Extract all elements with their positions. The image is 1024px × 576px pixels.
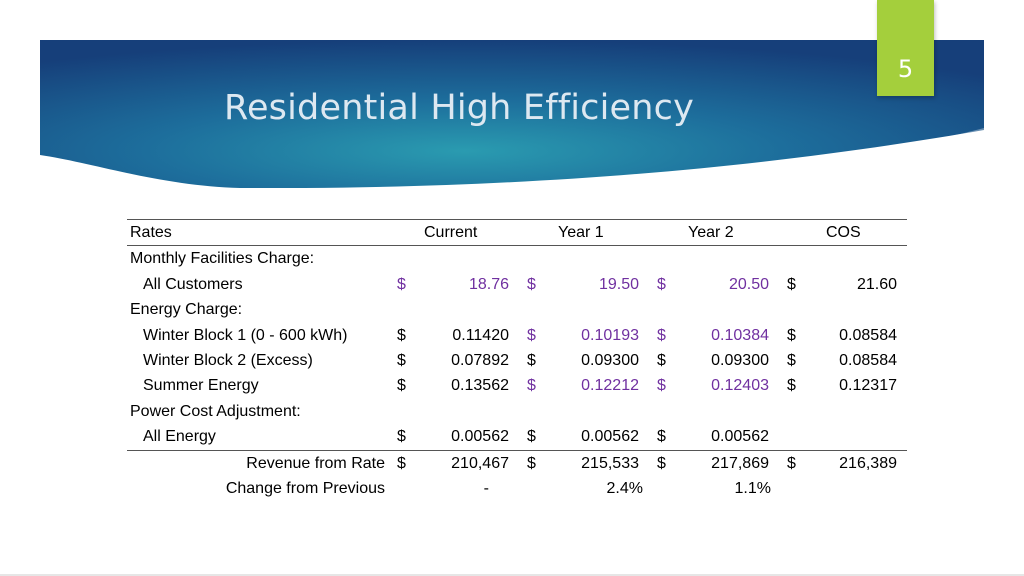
- year2-value: 217,869: [711, 454, 769, 472]
- year2-dollar: $: [657, 454, 666, 472]
- header-year-1: Year 1: [558, 224, 604, 241]
- row-label: Winter Block 1 (0 - 600 kWh): [143, 326, 348, 344]
- row-label: Summer Energy: [143, 377, 259, 395]
- table-row: Summer Energy $ 0.13562 $ 0.12212 $ 0.12…: [127, 373, 907, 398]
- current-change: -: [483, 479, 489, 497]
- current-dollar: $: [397, 454, 406, 472]
- year1-change: 2.4%: [606, 479, 643, 497]
- rates-table: Rates Current Year 1 Year 2 COS Monthly …: [127, 219, 907, 501]
- year1-value: 215,533: [581, 454, 639, 472]
- year2-change: 1.1%: [734, 479, 771, 497]
- table-row: All Energy $ 0.00562 $ 0.00562 $ 0.00562: [127, 424, 907, 451]
- change-row: Change from Previous - 2.4% 1.1%: [127, 476, 907, 501]
- cos-dollar: $: [787, 351, 796, 369]
- year1-dollar: $: [527, 454, 536, 472]
- current-value: 0.07892: [451, 351, 509, 369]
- year1-value: 0.10193: [581, 326, 639, 344]
- current-value: 18.76: [468, 275, 509, 293]
- year2-dollar: $: [657, 428, 666, 446]
- year2-dollar: $: [657, 377, 666, 395]
- year2-value: 0.10384: [711, 326, 769, 344]
- year2-dollar: $: [657, 275, 666, 293]
- cos-dollar: $: [787, 275, 796, 293]
- current-dollar: $: [397, 351, 406, 369]
- section-power-cost-adjustment: Power Cost Adjustment:: [127, 399, 907, 424]
- row-label: Monthly Facilities Charge:: [130, 250, 315, 268]
- banner-background: [40, 40, 984, 188]
- year1-dollar: $: [527, 326, 536, 344]
- slide-number-badge: 5: [877, 0, 934, 96]
- header-current: Current: [424, 224, 478, 241]
- row-label: Winter Block 2 (Excess): [143, 351, 313, 369]
- year2-value: 0.12403: [711, 377, 769, 395]
- current-value: 0.00562: [451, 428, 509, 446]
- revenue-label: Revenue from Rate: [246, 454, 385, 472]
- year1-value: 0.09300: [581, 351, 639, 369]
- year2-dollar: $: [657, 326, 666, 344]
- slide-title: Residential High Efficiency: [224, 88, 695, 128]
- row-label: Power Cost Adjustment:: [130, 402, 301, 420]
- current-value: 0.11420: [452, 326, 509, 344]
- table-row: Winter Block 2 (Excess) $ 0.07892 $ 0.09…: [127, 348, 907, 373]
- year2-value: 0.00562: [711, 428, 769, 446]
- cos-value: 0.08584: [839, 351, 897, 369]
- header-year-2: Year 2: [688, 224, 734, 241]
- title-banner: [40, 40, 984, 188]
- footer-divider: [0, 574, 1024, 576]
- header-cos: COS: [826, 224, 861, 241]
- year1-value: 0.12212: [581, 377, 639, 395]
- table-header-row: Rates Current Year 1 Year 2 COS: [127, 219, 907, 247]
- year2-value: 20.50: [728, 275, 769, 293]
- current-value: 0.13562: [451, 377, 509, 395]
- cos-dollar: $: [787, 454, 796, 472]
- row-label: Energy Charge:: [130, 301, 243, 319]
- current-dollar: $: [397, 326, 406, 344]
- current-value: 210,467: [451, 454, 509, 472]
- cos-dollar: $: [787, 326, 796, 344]
- header-rates: Rates: [130, 224, 172, 241]
- cos-value: 216,389: [839, 454, 897, 472]
- cos-value: 21.60: [856, 275, 897, 293]
- cos-dollar: $: [787, 377, 796, 395]
- year1-dollar: $: [527, 275, 536, 293]
- table-row: Winter Block 1 (0 - 600 kWh) $ 0.11420 $…: [127, 323, 907, 348]
- section-energy-charge: Energy Charge:: [127, 297, 907, 322]
- cos-value: 0.12317: [839, 377, 897, 395]
- row-label: All Energy: [143, 428, 216, 446]
- change-label: Change from Previous: [225, 479, 385, 497]
- year1-dollar: $: [527, 351, 536, 369]
- cos-value: 0.08584: [839, 326, 897, 344]
- year1-dollar: $: [527, 377, 536, 395]
- year2-value: 0.09300: [711, 351, 769, 369]
- row-label: All Customers: [143, 275, 243, 293]
- year1-value: 19.50: [598, 275, 639, 293]
- slide-number: 5: [897, 55, 914, 83]
- current-dollar: $: [397, 428, 406, 446]
- section-monthly-facilities: Monthly Facilities Charge:: [127, 246, 907, 271]
- year1-dollar: $: [527, 428, 536, 446]
- current-dollar: $: [397, 377, 406, 395]
- year2-dollar: $: [657, 351, 666, 369]
- revenue-row: Revenue from Rate $ 210,467 $ 215,533 $ …: [127, 451, 907, 476]
- current-dollar: $: [397, 275, 406, 293]
- year1-value: 0.00562: [581, 428, 639, 446]
- table-row: All Customers $ 18.76 $ 19.50 $ 20.50 $ …: [127, 272, 907, 297]
